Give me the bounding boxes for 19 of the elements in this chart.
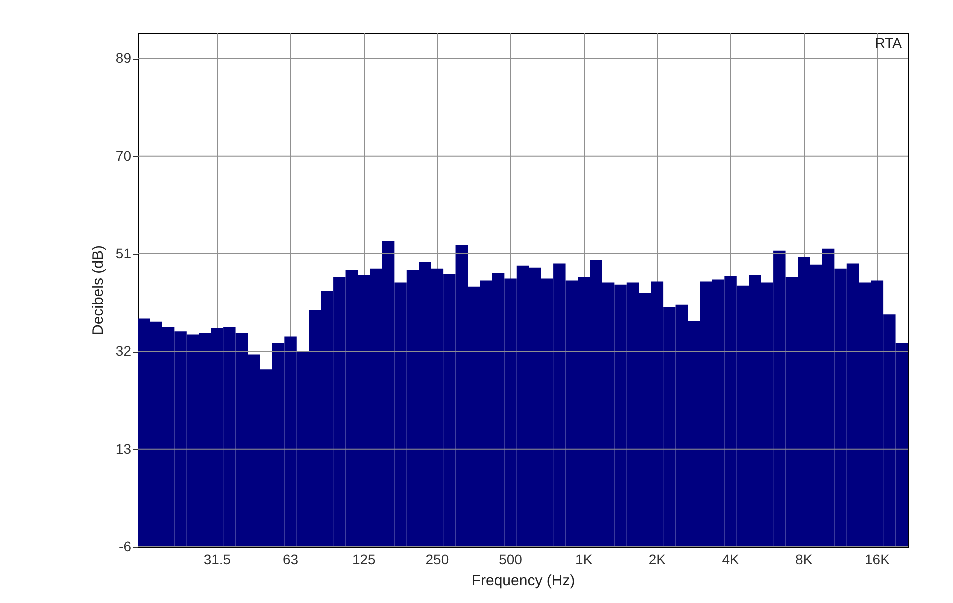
y-tick-label: 13 [116, 440, 132, 457]
y-axis-title: Decibels (dB) [90, 245, 107, 336]
x-tick-label: 1K [576, 552, 594, 568]
x-tick-label: 4K [722, 552, 740, 568]
x-tick-label: 31.5 [204, 552, 232, 568]
y-tick-label: 89 [116, 50, 132, 66]
x-tick-label: 250 [426, 552, 450, 568]
y-tick-label: 70 [116, 148, 132, 164]
y-tick-label: 51 [116, 246, 132, 262]
x-axis-title: Frequency (Hz) [472, 572, 576, 590]
y-tick-label: -6 [119, 538, 132, 554]
x-tick-label: 8K [796, 552, 814, 568]
x-tick-label: 63 [282, 552, 299, 568]
y-tick-label: 32 [116, 343, 132, 360]
x-tick-label: 125 [352, 552, 376, 568]
x-tick-label: 500 [499, 552, 523, 568]
annotation: RTA [875, 35, 903, 51]
x-tick-label: 16K [864, 552, 891, 568]
x-tick-label: 2K [648, 552, 667, 568]
